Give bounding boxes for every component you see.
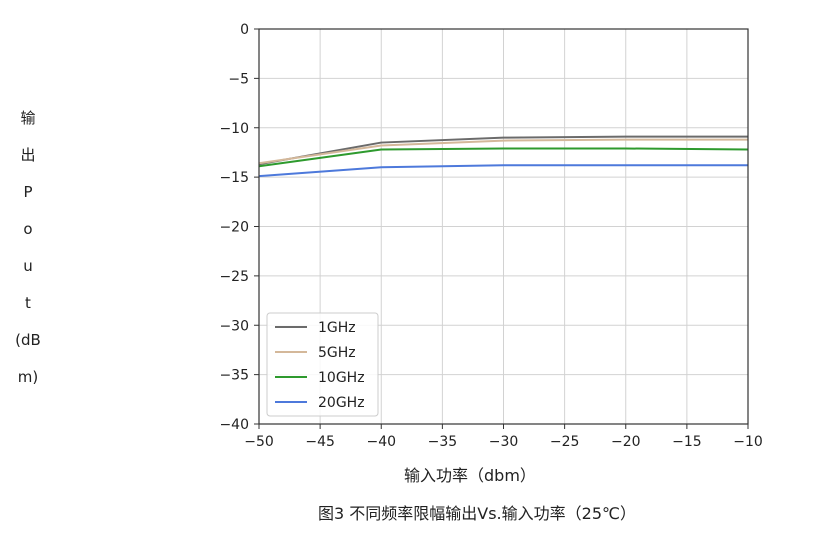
y-tick-label: −35 bbox=[219, 368, 249, 384]
x-tick-label: −25 bbox=[550, 434, 580, 450]
x-tick-label: −50 bbox=[244, 434, 274, 450]
y-axis-label-part: 出 bbox=[20, 146, 36, 164]
series-line-1ghz bbox=[258, 135, 748, 166]
y-tick-label: −30 bbox=[219, 318, 249, 334]
y-tick-label: −10 bbox=[219, 121, 249, 137]
series-lines bbox=[258, 135, 749, 178]
x-tick-label: −45 bbox=[305, 434, 335, 450]
y-axis-label-part: 输 bbox=[20, 109, 36, 127]
legend-label: 5GHz bbox=[318, 345, 356, 361]
y-tick-label: −20 bbox=[219, 220, 249, 236]
legend-box bbox=[266, 312, 379, 417]
x-tick-label: −35 bbox=[428, 434, 458, 450]
y-axis-label-part: m) bbox=[17, 368, 39, 386]
x-tick-label: −10 bbox=[733, 434, 763, 450]
y-axis-label-part: t bbox=[25, 294, 31, 312]
y-axis-label-part: u bbox=[23, 257, 33, 275]
series-line-20ghz bbox=[258, 164, 748, 178]
figure-caption: 图3 不同频率限幅输出Vs.输入功率（25℃） bbox=[318, 504, 636, 523]
x-tick-label: −40 bbox=[366, 434, 396, 450]
series-line-5ghz bbox=[258, 138, 748, 165]
x-tick-label: −20 bbox=[611, 434, 641, 450]
x-tick-label: −30 bbox=[489, 434, 519, 450]
x-tick-label: −15 bbox=[672, 434, 702, 450]
x-axis-label: 输入功率（dbm） bbox=[404, 466, 536, 485]
y-tick-label: −40 bbox=[219, 417, 249, 433]
y-axis-label-part: o bbox=[23, 220, 33, 238]
y-tick-label: −15 bbox=[219, 170, 249, 186]
legend-label: 10GHz bbox=[318, 370, 365, 386]
legend: 1GHz 5GHz 10GHz 20GHz bbox=[266, 312, 379, 417]
y-tick-label: 0 bbox=[240, 22, 249, 38]
y-axis-label-part: P bbox=[23, 183, 33, 201]
y-axis-label-part: (dB bbox=[15, 331, 41, 349]
legend-label: 1GHz bbox=[318, 320, 356, 336]
legend-label: 20GHz bbox=[318, 395, 365, 411]
y-tick-label: −5 bbox=[228, 71, 249, 87]
y-tick-label: −25 bbox=[219, 269, 249, 285]
axis-ticks: −50 −45 −40 −35 −30 −25 −20 −15 −10 0 −5 −10 −15 −20 −… bbox=[219, 22, 762, 450]
series-line-10ghz bbox=[258, 147, 749, 168]
